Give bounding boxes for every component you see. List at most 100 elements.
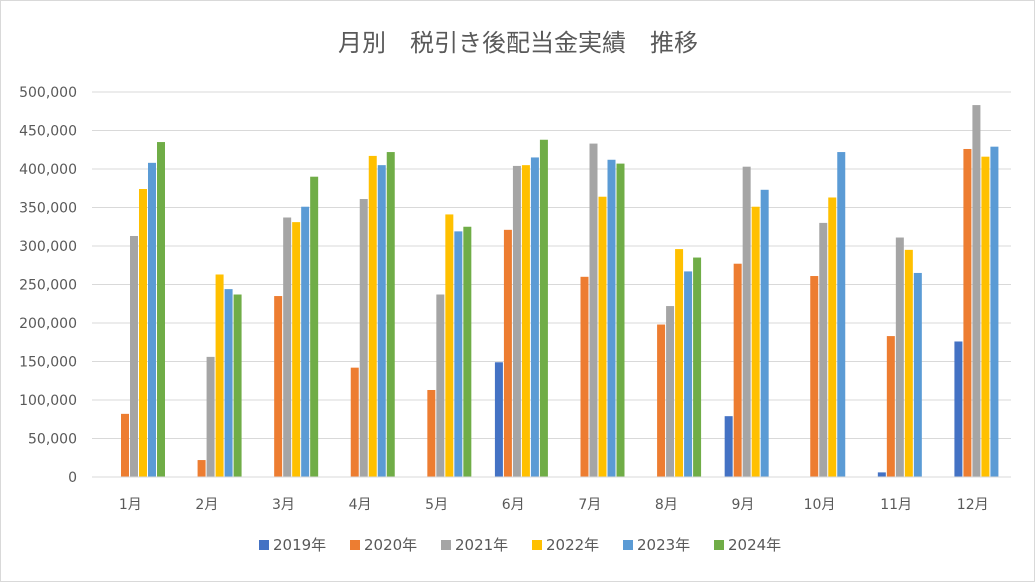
bar-2021年-7月 <box>589 143 598 477</box>
bar-2019年-9月 <box>724 416 733 477</box>
bar-2020年-6月 <box>503 229 512 477</box>
bar-2023年-7月 <box>607 159 616 477</box>
x-tick-label: 2月 <box>195 497 218 513</box>
y-tick-label: 150,000 <box>19 355 77 371</box>
bar-2023年-3月 <box>301 206 310 478</box>
bar-2024年-2月 <box>233 294 242 477</box>
bar-2021年-11月 <box>895 237 904 477</box>
y-tick-label: 250,000 <box>19 278 77 294</box>
y-tick-label: 100,000 <box>19 393 77 409</box>
bar-2022年-5月 <box>445 214 454 477</box>
x-axis-ticks: 1月 2月 3月 4月 5月 6月 7月 8月 9月 10月 11月 12月 <box>119 497 989 513</box>
chart-title: 月別 税引き後配当金実績 推移 <box>338 29 698 57</box>
legend-label: 2023年 <box>637 536 690 554</box>
bar-2023年-11月 <box>913 272 922 477</box>
bar-2022年-9月 <box>751 206 760 478</box>
bar-2020年-5月 <box>427 389 436 477</box>
x-tick-label: 1月 <box>119 497 142 513</box>
bar-2024年-4月 <box>386 152 395 477</box>
bar-2020年-4月 <box>350 367 359 477</box>
x-tick-label: 10月 <box>804 497 836 513</box>
bar-2024年-3月 <box>310 176 319 477</box>
bar-2023年-4月 <box>377 165 386 477</box>
legend-swatch <box>259 540 269 550</box>
legend-swatch <box>532 540 542 550</box>
legend-swatch <box>441 540 451 550</box>
bar-2023年-1月 <box>148 162 156 477</box>
bar-2021年-12月 <box>972 105 981 477</box>
legend-label: 2024年 <box>728 536 781 554</box>
y-tick-label: 0 <box>68 470 77 486</box>
bar-2022年-8月 <box>675 249 684 477</box>
bar-2020年-12月 <box>963 148 972 478</box>
bar-2024年-5月 <box>463 226 472 477</box>
x-tick-label: 8月 <box>655 497 678 513</box>
y-tick-label: 300,000 <box>19 239 77 255</box>
x-tick-label: 12月 <box>957 497 989 513</box>
bar-2023年-12月 <box>990 146 999 478</box>
bar-2022年-4月 <box>368 155 377 477</box>
bar-2023年-8月 <box>684 271 693 477</box>
bar-2022年-7月 <box>598 196 607 477</box>
x-tick-label: 9月 <box>731 497 754 513</box>
legend-swatch <box>350 540 360 550</box>
bar-2023年-10月 <box>837 152 846 477</box>
gridlines <box>92 91 1011 439</box>
bar-2022年-10月 <box>828 197 837 478</box>
bar-2022年-6月 <box>521 165 530 477</box>
bar-2022年-12月 <box>981 156 990 477</box>
bar-2021年-1月 <box>130 235 138 477</box>
x-tick-label: 7月 <box>578 497 601 513</box>
x-tick-label: 5月 <box>425 497 448 513</box>
x-tick-label: 11月 <box>880 497 912 513</box>
bar-2021年-5月 <box>436 294 445 477</box>
y-tick-label: 350,000 <box>19 201 77 217</box>
bar-2021年-6月 <box>512 165 521 478</box>
bar-2020年-1月 <box>121 413 129 477</box>
legend-swatch <box>714 540 724 550</box>
bar-2020年-3月 <box>274 296 283 477</box>
bar-2023年-5月 <box>454 231 463 477</box>
bar-2024年-6月 <box>539 139 548 478</box>
x-tick-label: 6月 <box>502 497 525 513</box>
bar-2020年-7月 <box>580 276 589 477</box>
bar-2023年-2月 <box>224 289 233 477</box>
bar-2021年-10月 <box>819 222 828 477</box>
bar-2019年-11月 <box>877 472 886 477</box>
bar-2022年-1月 <box>139 189 147 477</box>
bar-2020年-10月 <box>810 276 819 477</box>
bar-2024年-1月 <box>157 142 165 478</box>
bars <box>121 105 999 478</box>
bar-2020年-9月 <box>733 263 742 477</box>
y-axis-ticks: 0 50,000 100,000 150,000 200,000 250,000 300,0… <box>19 85 77 486</box>
x-tick-label: 3月 <box>272 497 295 513</box>
bar-2020年-11月 <box>886 336 895 477</box>
y-tick-label: 500,000 <box>19 85 77 101</box>
y-tick-label: 400,000 <box>19 162 77 178</box>
bar-2020年-8月 <box>657 324 666 477</box>
legend-label: 2022年 <box>546 536 599 554</box>
y-tick-label: 450,000 <box>19 124 77 140</box>
bar-2020年-2月 <box>197 460 206 477</box>
legend-label: 2021年 <box>455 536 508 554</box>
legend: 2019年 2020年 2021年 2022年 2023年 2024年 <box>259 536 781 554</box>
bar-2024年-7月 <box>616 163 625 478</box>
y-tick-label: 200,000 <box>19 316 77 332</box>
bar-2023年-9月 <box>760 189 769 478</box>
bar-2021年-8月 <box>666 306 675 477</box>
bar-2022年-11月 <box>904 249 913 477</box>
x-tick-label: 4月 <box>349 497 372 513</box>
legend-swatch <box>623 540 633 550</box>
legend-label: 2020年 <box>364 536 417 554</box>
bar-2021年-9月 <box>742 166 751 477</box>
bar-2019年-12月 <box>954 341 963 477</box>
bar-2022年-2月 <box>215 274 224 477</box>
legend-label: 2019年 <box>273 536 326 554</box>
y-tick-label: 50,000 <box>28 432 77 448</box>
bar-2019年-6月 <box>494 362 503 477</box>
bar-2024年-8月 <box>693 257 702 477</box>
bar-2023年-6月 <box>530 157 539 477</box>
bar-2021年-3月 <box>283 217 292 477</box>
bar-2021年-2月 <box>206 356 215 477</box>
